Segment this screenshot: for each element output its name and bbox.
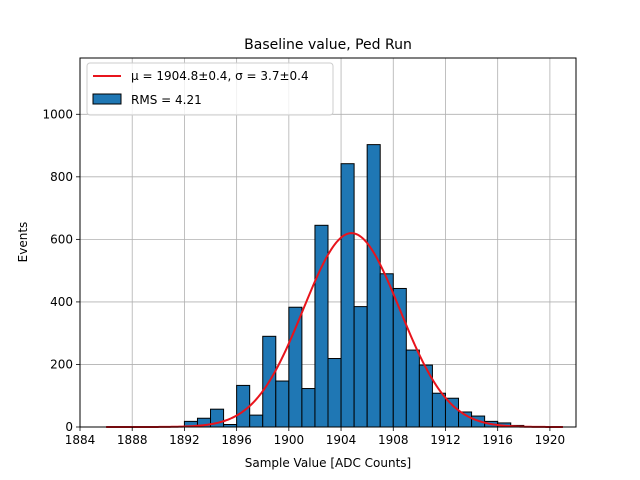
histogram-bar bbox=[444, 397, 460, 428]
histogram-bar bbox=[340, 163, 355, 428]
legend-fit-label: μ = 1904.8±0.4, σ = 3.7±0.4 bbox=[131, 69, 309, 83]
legend-histogram-swatch bbox=[92, 93, 122, 105]
x-axis-ticks: 1884 1888 1892 1896 1900 1904 1908 1912 1916 1920 bbox=[65, 427, 565, 447]
y-axis-ticks: 0 200 400 600 800 1000 bbox=[42, 107, 80, 434]
histogram-bar bbox=[288, 306, 303, 428]
x-tick-label: 1904 bbox=[326, 433, 357, 447]
legend-histogram-label: RMS = 4.21 bbox=[131, 93, 202, 107]
x-tick-label: 1920 bbox=[535, 433, 566, 447]
histogram-bar bbox=[379, 273, 394, 428]
x-axis-label: Sample Value [ADC Counts] bbox=[245, 456, 411, 470]
histogram-bar bbox=[327, 358, 342, 428]
x-tick-label: 1888 bbox=[117, 433, 148, 447]
legend-box bbox=[86, 62, 334, 116]
y-tick-label: 800 bbox=[50, 170, 73, 184]
y-tick-label: 400 bbox=[50, 295, 73, 309]
chart-title: Baseline value, Ped Run bbox=[244, 37, 412, 53]
histogram-bar bbox=[301, 388, 316, 428]
histogram-bar bbox=[236, 384, 251, 428]
histogram-bar bbox=[366, 144, 381, 428]
x-tick-label: 1884 bbox=[65, 433, 96, 447]
x-tick-label: 1892 bbox=[169, 433, 200, 447]
legend: μ = 1904.8±0.4, σ = 3.7±0.4 RMS = 4.21 bbox=[86, 62, 334, 116]
histogram-bar bbox=[314, 224, 329, 428]
y-tick-label: 1000 bbox=[42, 107, 73, 121]
histogram-bar bbox=[353, 306, 368, 428]
histogram-bars bbox=[183, 144, 525, 428]
x-tick-label: 1896 bbox=[221, 433, 252, 447]
plot-frame bbox=[79, 57, 577, 428]
histogram-bar bbox=[249, 414, 264, 428]
histogram-bar bbox=[431, 392, 446, 428]
y-axis-label: Events bbox=[16, 222, 30, 263]
y-tick-label: 0 bbox=[65, 420, 73, 434]
x-tick-label: 1916 bbox=[482, 433, 513, 447]
x-tick-label: 1908 bbox=[378, 433, 409, 447]
x-tick-label: 1900 bbox=[274, 433, 305, 447]
y-tick-label: 200 bbox=[50, 357, 73, 371]
y-tick-label: 600 bbox=[50, 232, 73, 246]
x-tick-label: 1912 bbox=[430, 433, 461, 447]
histogram-bar bbox=[405, 349, 420, 428]
histogram-bar bbox=[275, 380, 290, 428]
